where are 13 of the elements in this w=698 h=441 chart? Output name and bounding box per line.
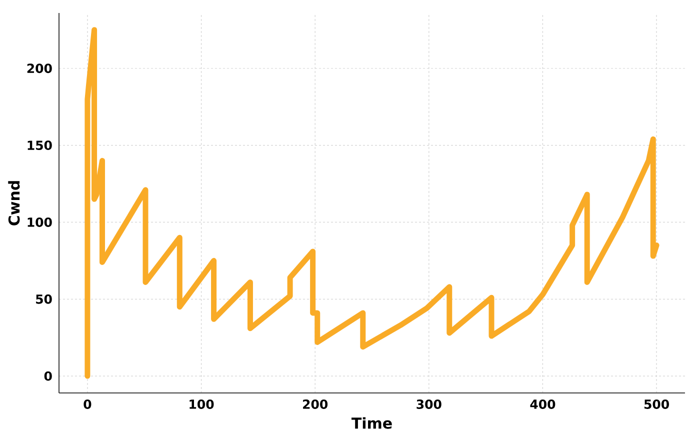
y-tick-label: 50	[36, 294, 52, 304]
y-tick-label: 0	[44, 371, 52, 381]
y-tick-label: 100	[28, 217, 52, 227]
x-tick-label: 300	[416, 400, 442, 409]
x-tick-label: 200	[303, 400, 328, 409]
y-axis-title: Cwnd	[8, 181, 20, 226]
x-tick-label: 500	[644, 400, 669, 409]
y-tick-label: 200	[27, 64, 52, 74]
x-axis-title: Time	[351, 417, 392, 429]
y-tick-label: 150	[28, 140, 52, 150]
x-tick-label: 100	[190, 400, 214, 409]
x-tick-label: 400	[530, 400, 556, 409]
x-tick-label: 0	[84, 400, 92, 409]
